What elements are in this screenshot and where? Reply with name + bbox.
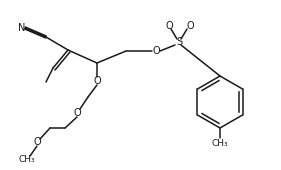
- Text: O: O: [33, 137, 41, 147]
- Text: CH₃: CH₃: [19, 156, 35, 165]
- Text: O: O: [165, 21, 173, 31]
- Text: O: O: [152, 46, 160, 56]
- Text: N: N: [18, 23, 26, 33]
- Text: O: O: [93, 76, 101, 86]
- Text: O: O: [186, 21, 194, 31]
- Text: S: S: [176, 37, 182, 47]
- Text: CH₃: CH₃: [212, 140, 228, 149]
- Text: O: O: [73, 108, 81, 118]
